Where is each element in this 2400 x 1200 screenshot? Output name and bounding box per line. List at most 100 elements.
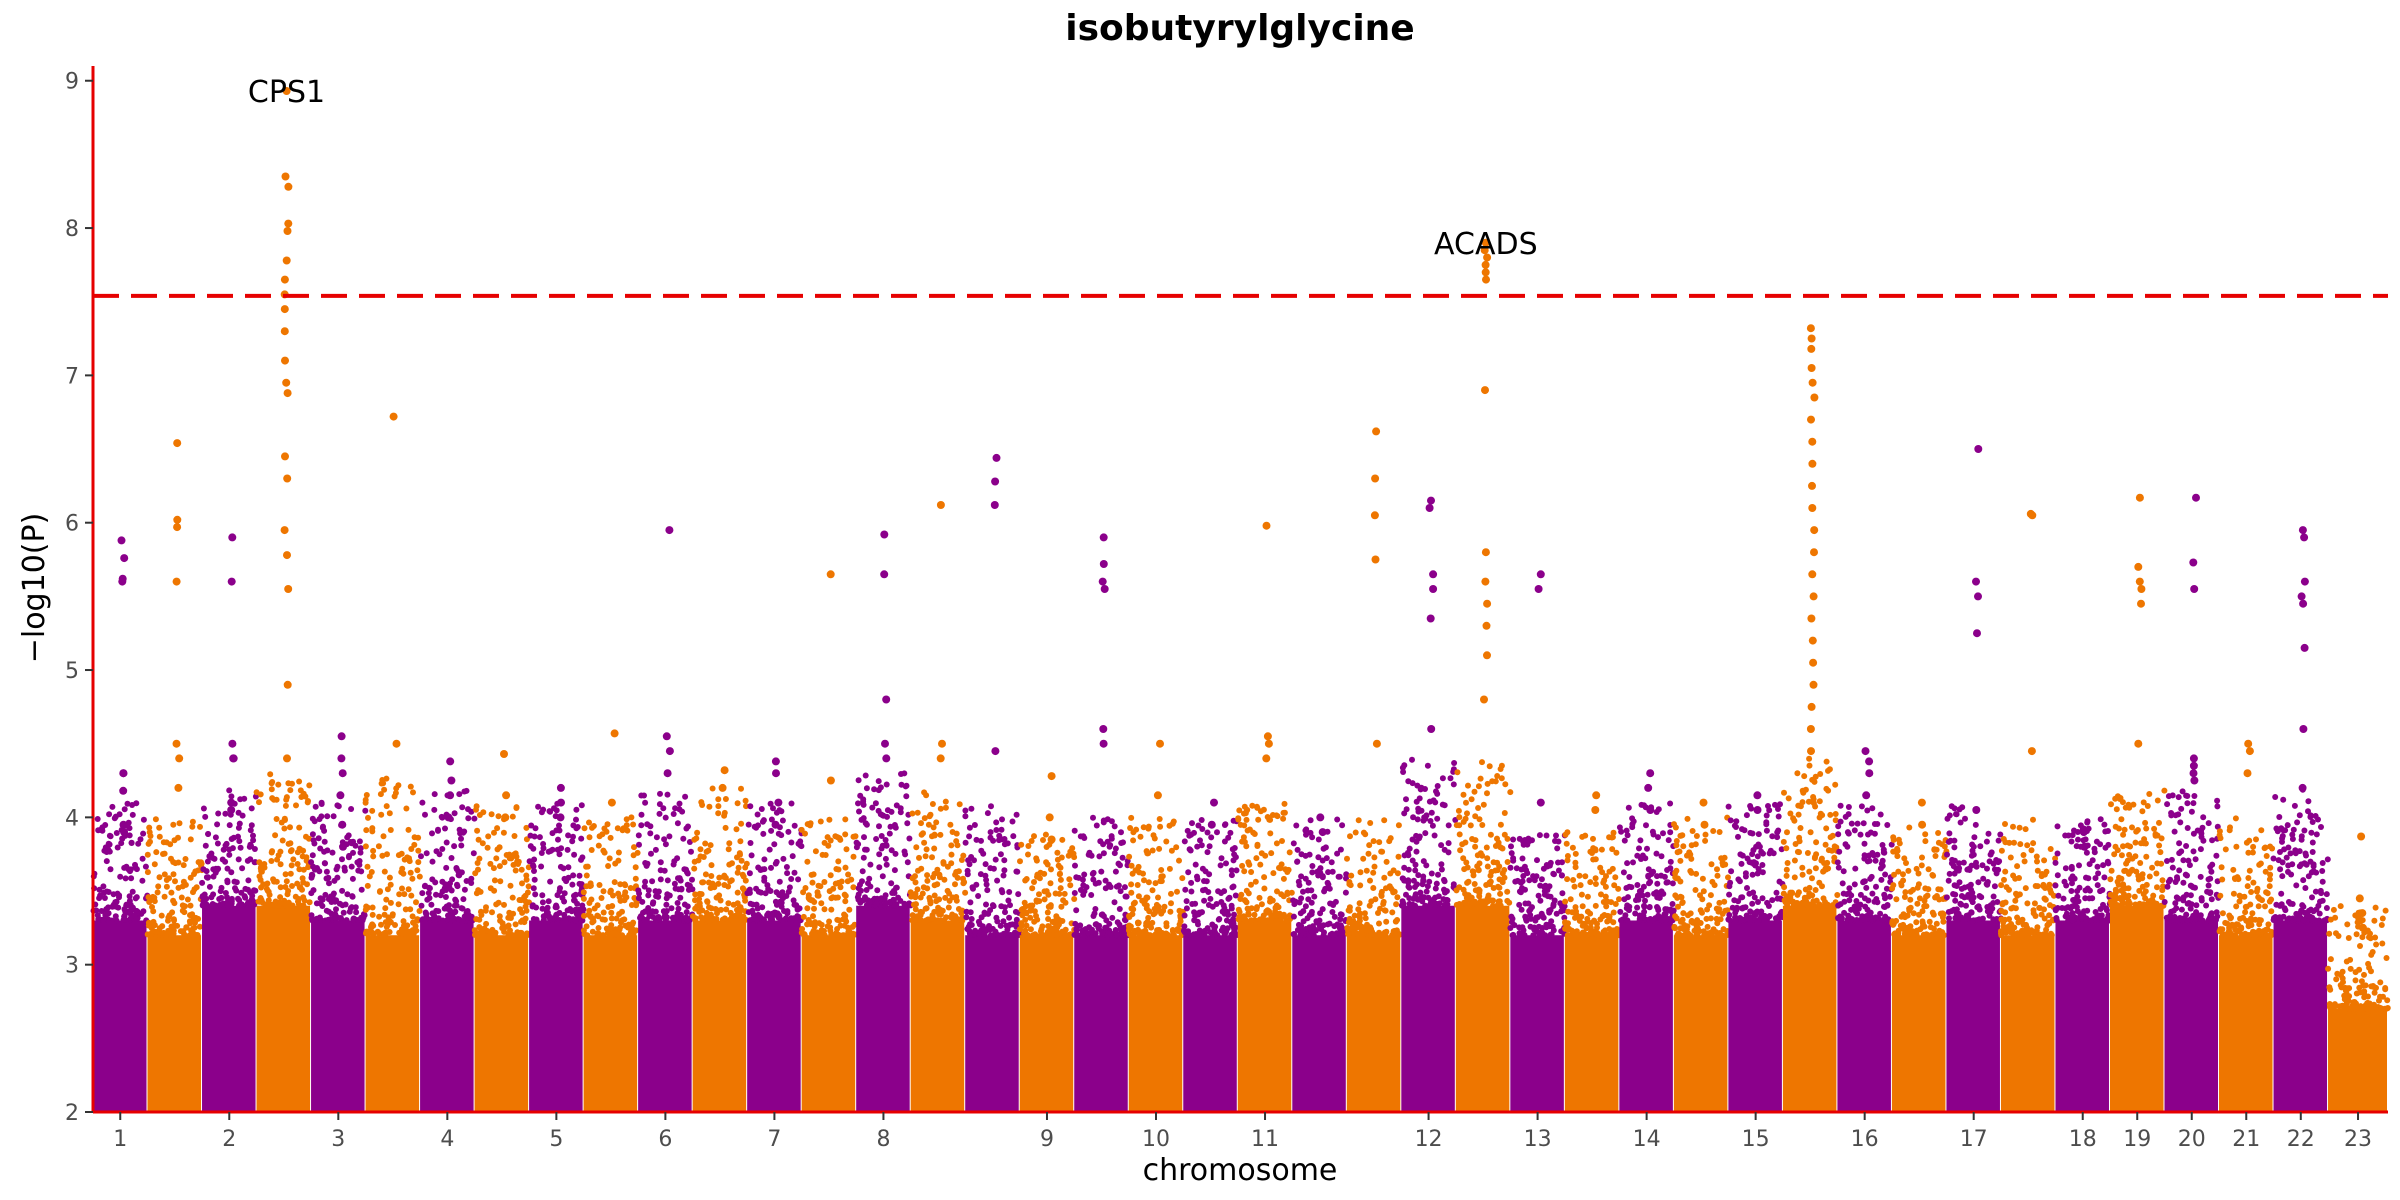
data-point <box>788 917 794 924</box>
data-point <box>376 913 383 920</box>
data-point <box>1358 926 1365 933</box>
data-point <box>872 800 879 807</box>
data-point <box>239 865 246 872</box>
data-point <box>1463 895 1470 901</box>
data-point <box>1235 816 1242 823</box>
data-point <box>718 906 724 913</box>
data-point-hit <box>1646 806 1655 814</box>
point-mass <box>1401 905 1455 1112</box>
data-point <box>384 851 390 858</box>
point-mass <box>1837 920 1891 1112</box>
data-point <box>608 909 615 916</box>
data-point <box>97 892 104 899</box>
data-point <box>236 897 243 904</box>
data-point <box>1080 891 1087 898</box>
point-mass <box>1673 935 1728 1112</box>
data-point <box>451 843 458 850</box>
point-mass <box>311 920 365 1112</box>
data-point <box>1540 865 1547 872</box>
data-point <box>708 862 715 869</box>
data-point <box>877 784 884 791</box>
data-point <box>496 863 503 870</box>
data-point <box>1507 789 1514 796</box>
data-point <box>179 907 186 914</box>
data-point <box>1790 815 1797 822</box>
data-point <box>1580 930 1587 937</box>
data-point <box>103 858 110 865</box>
data-point <box>318 801 325 807</box>
data-point <box>1410 895 1417 902</box>
data-point <box>1834 859 1841 866</box>
data-point <box>663 914 670 921</box>
data-point <box>607 834 614 841</box>
data-point-hit <box>1536 570 1545 579</box>
data-point <box>1922 838 1929 845</box>
data-point <box>1900 877 1907 884</box>
data-point <box>1831 854 1838 861</box>
data-point <box>857 792 864 799</box>
data-point <box>1756 843 1763 850</box>
data-point <box>1316 917 1323 924</box>
data-point-hit <box>556 813 565 822</box>
data-point <box>1163 838 1170 845</box>
data-point <box>399 885 405 892</box>
data-point <box>860 801 867 808</box>
data-point <box>1423 888 1430 895</box>
chromosome-segment-6-points <box>362 412 423 1112</box>
data-point <box>138 910 145 917</box>
data-point-hit <box>118 577 127 586</box>
data-point <box>914 886 921 893</box>
data-point <box>528 822 535 829</box>
data-point <box>218 884 225 891</box>
data-point-hit <box>1099 533 1108 542</box>
data-point <box>160 929 167 936</box>
data-point <box>983 901 989 908</box>
data-point <box>621 881 628 888</box>
data-point <box>288 862 295 869</box>
data-point <box>1836 848 1843 855</box>
data-point <box>571 851 578 858</box>
data-point <box>495 899 502 906</box>
data-point <box>545 898 552 905</box>
data-point <box>1072 862 1078 869</box>
data-point <box>562 916 569 923</box>
data-point <box>1591 917 1598 924</box>
data-point <box>1660 890 1667 897</box>
point-mass <box>365 935 420 1112</box>
data-point <box>1685 912 1691 919</box>
data-point <box>1193 931 1199 937</box>
data-point <box>707 842 714 849</box>
data-point <box>1130 906 1137 913</box>
chromosome-segment-26-points <box>1453 238 1514 1112</box>
data-point-hit <box>665 526 674 535</box>
data-point <box>860 854 867 861</box>
data-point <box>586 900 593 906</box>
data-point <box>1867 875 1874 882</box>
data-point <box>510 861 517 868</box>
data-point-hit <box>936 501 945 509</box>
data-point <box>1564 853 1571 859</box>
data-point <box>512 867 519 874</box>
data-point-hit <box>392 739 401 748</box>
data-point <box>426 885 433 892</box>
data-point <box>1471 881 1478 887</box>
data-point <box>1362 831 1369 838</box>
data-point <box>931 908 938 915</box>
data-point <box>738 857 745 864</box>
data-point <box>1693 870 1700 877</box>
data-point <box>635 832 642 839</box>
data-point <box>1456 831 1463 838</box>
data-point-hit <box>1753 791 1762 800</box>
data-point <box>250 837 257 844</box>
data-point <box>553 827 560 834</box>
data-point-hit <box>718 783 727 792</box>
data-point <box>805 894 812 901</box>
data-point <box>1022 927 1029 934</box>
data-point <box>1331 923 1338 930</box>
data-point <box>452 908 459 915</box>
data-point <box>396 891 403 898</box>
data-point <box>1717 916 1724 923</box>
data-point <box>643 916 650 923</box>
data-point <box>360 914 367 921</box>
data-point-hit <box>282 378 291 387</box>
